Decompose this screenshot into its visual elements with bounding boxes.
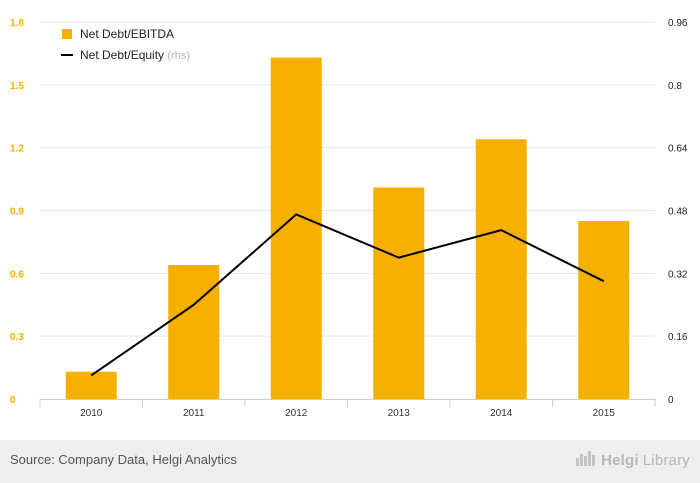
line-series-net-debt-equity (90, 213, 605, 377)
gridlines (40, 21, 655, 337)
y-left-tick-label: 0 (10, 395, 16, 406)
y-right-tick-label: 0.96 (668, 18, 688, 29)
bar-series-net-debt-ebitda (65, 57, 630, 400)
brand-name-part2: Library (642, 451, 690, 469)
chart-bars-icon (575, 449, 597, 471)
y-left-tick-label: 0.9 (10, 207, 24, 218)
chart: 0 0 0.3 0.16 0.6 0.32 0.9 0.48 1.2 0.64 1.5 0.8 1.8 0… (10, 18, 688, 419)
bar (475, 139, 527, 400)
y-right-tick-label: 0.16 (668, 332, 688, 343)
legend-swatch-bar (62, 29, 72, 39)
y-right-tick-label: 0 (668, 395, 674, 406)
bar (270, 57, 322, 399)
y-right-tick-label: 0.48 (668, 207, 688, 218)
source-note: Source: Company Data, Helgi Analytics (10, 452, 237, 467)
y-right-tick-label: 0.32 (668, 269, 688, 280)
footer: Source: Company Data, Helgi Analytics He… (0, 440, 700, 483)
y-left-tick-label: 1.8 (10, 18, 24, 29)
brand-name-part1: Helgi (601, 451, 639, 469)
x-tick-label: 2015 (593, 408, 616, 419)
y-left-tick-label: 1.5 (10, 81, 24, 92)
axes: 0 0 0.3 0.16 0.6 0.32 0.9 0.48 1.2 0.64 1.5 0.8 1.8 0… (10, 18, 688, 419)
legend: Net Debt/EBITDA Net Debt/Equity (rhs) (61, 27, 190, 62)
bar (65, 371, 117, 399)
bar (578, 220, 630, 399)
y-left-tick-label: 0.3 (10, 332, 24, 343)
legend-label: Net Debt/EBITDA (80, 27, 174, 41)
y-left-tick-label: 0.6 (10, 269, 24, 280)
brand-logo[interactable]: Helgi Library (575, 449, 690, 471)
x-tick-label: 2010 (80, 408, 103, 419)
bar (373, 187, 425, 399)
x-tick-label: 2013 (388, 408, 411, 419)
y-right-tick-label: 0.64 (668, 144, 688, 155)
bar (168, 264, 220, 399)
x-tick-label: 2014 (490, 408, 513, 419)
y-right-tick-label: 0.8 (668, 81, 682, 92)
chart-svg: 0 0 0.3 0.16 0.6 0.32 0.9 0.48 1.2 0.64 1.5 0.8 1.8 0… (10, 18, 688, 419)
series-line (90, 213, 605, 377)
legend-label: Net Debt/Equity (rhs) (80, 48, 190, 62)
x-tick-label: 2011 (183, 408, 205, 419)
x-tick-label: 2012 (285, 408, 308, 419)
y-left-tick-label: 1.2 (10, 144, 24, 155)
legend-rhs-suffix: (rhs) (167, 50, 190, 62)
